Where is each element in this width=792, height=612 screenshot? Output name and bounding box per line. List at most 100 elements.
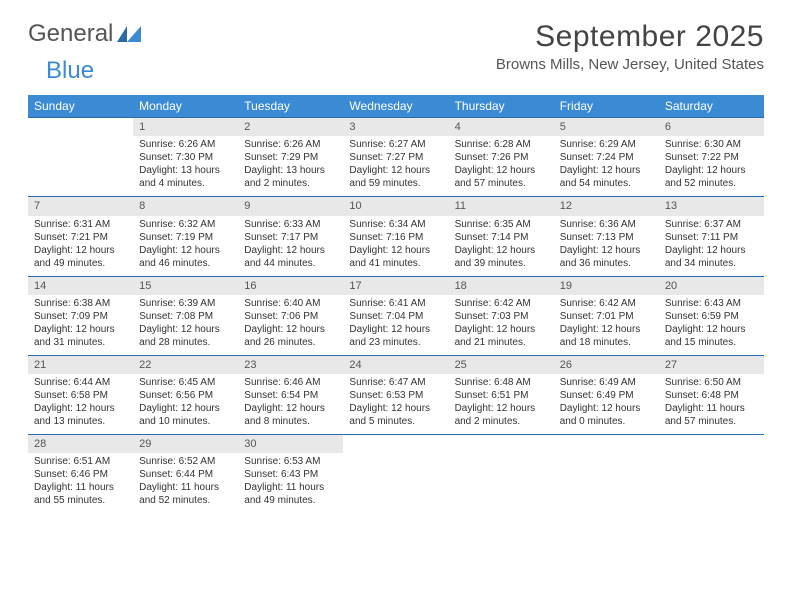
day-cell: 4Sunrise: 6:28 AMSunset: 7:26 PMDaylight… [449,118,554,197]
daylight-line: Daylight: 12 hours and 57 minutes. [455,164,548,190]
day-number: 21 [28,356,133,374]
daylight-line: Daylight: 13 hours and 4 minutes. [139,164,232,190]
day-cell: 5Sunrise: 6:29 AMSunset: 7:24 PMDaylight… [554,118,659,197]
day-content: Sunrise: 6:36 AMSunset: 7:13 PMDaylight:… [554,216,659,276]
sunset-line: Sunset: 6:43 PM [244,468,337,481]
day-header-cell: Wednesday [343,95,448,118]
day-number: 25 [449,356,554,374]
sunset-line: Sunset: 6:49 PM [560,389,653,402]
daylight-line: Daylight: 12 hours and 31 minutes. [34,323,127,349]
sunrise-line: Sunrise: 6:48 AM [455,376,548,389]
sunrise-line: Sunrise: 6:49 AM [560,376,653,389]
day-content: Sunrise: 6:34 AMSunset: 7:16 PMDaylight:… [343,216,448,276]
daylight-line: Daylight: 12 hours and 28 minutes. [139,323,232,349]
day-cell: 25 Sunrise: 6:48 AMSunset: 6:51 PMDayligh… [449,355,554,434]
sunset-line: Sunset: 7:24 PM [560,151,653,164]
day-cell: 11Sunrise: 6:35 AMSunset: 7:14 PMDayligh… [449,197,554,276]
day-number: 6 [659,118,764,136]
daylight-line: Daylight: 12 hours and 39 minutes. [455,244,548,270]
sunrise-line: Sunrise: 6:40 AM [244,297,337,310]
daylight-line: Daylight: 12 hours and 13 minutes. [34,402,127,428]
daylight-line: Daylight: 11 hours and 49 minutes. [244,481,337,507]
sunrise-line: Sunrise: 6:44 AM [34,376,127,389]
daylight-line: Daylight: 13 hours and 2 minutes. [244,164,337,190]
day-cell: .. [28,118,133,197]
day-number: 26 [554,356,659,374]
day-cell: 29Sunrise: 6:52 AMSunset: 6:44 PMDayligh… [133,435,238,514]
sunset-line: Sunset: 7:08 PM [139,310,232,323]
day-content: Sunrise: 6:51 AMSunset: 6:46 PMDaylight:… [28,453,133,513]
day-cell: 23Sunrise: 6:46 AMSunset: 6:54 PMDayligh… [238,355,343,434]
day-number: 29 [133,435,238,453]
day-content: Sunrise: 6:38 AMSunset: 7:09 PMDaylight:… [28,295,133,355]
day-number: 12 [554,197,659,215]
sunset-line: Sunset: 7:22 PM [665,151,758,164]
day-cell: 15Sunrise: 6:39 AMSunset: 7:08 PMDayligh… [133,276,238,355]
day-number: 16 [238,277,343,295]
daylight-line: Daylight: 11 hours and 57 minutes. [665,402,758,428]
daylight-line: Daylight: 12 hours and 15 minutes. [665,323,758,349]
day-cell: 27 Sunrise: 6:50 AMSunset: 6:48 PMDayligh… [659,355,764,434]
sunset-line: Sunset: 6:51 PM [455,389,548,402]
day-content: Sunrise: 6:49 AMSunset: 6:49 PMDaylight:… [554,374,659,434]
logo: General [28,20,143,48]
day-number: 27 [659,356,764,374]
sunrise-line: Sunrise: 6:50 AM [665,376,758,389]
daylight-line: Daylight: 12 hours and 18 minutes. [560,323,653,349]
daylight-line: Daylight: 12 hours and 5 minutes. [349,402,442,428]
sunset-line: Sunset: 7:21 PM [34,231,127,244]
day-cell: 26Sunrise: 6:49 AMSunset: 6:49 PMDayligh… [554,355,659,434]
sunrise-line: Sunrise: 6:30 AM [665,138,758,151]
day-content: Sunrise: 6:31 AMSunset: 7:21 PMDaylight:… [28,216,133,276]
sunrise-line: Sunrise: 6:36 AM [560,218,653,231]
day-number: 11 [449,197,554,215]
sunrise-line: Sunrise: 6:46 AM [244,376,337,389]
day-content: Sunrise: 6:32 AMSunset: 7:19 PMDaylight:… [133,216,238,276]
sunrise-line: Sunrise: 6:29 AM [560,138,653,151]
day-header-cell: Tuesday [238,95,343,118]
day-content: Sunrise: 6:26 AMSunset: 7:29 PMDaylight:… [238,136,343,196]
sunset-line: Sunset: 7:11 PM [665,231,758,244]
daylight-line: Daylight: 12 hours and 36 minutes. [560,244,653,270]
sunrise-line: Sunrise: 6:37 AM [665,218,758,231]
month-title: September 2025 [496,20,764,54]
sunset-line: Sunset: 7:29 PM [244,151,337,164]
location-text: Browns Mills, New Jersey, United States [496,56,764,73]
day-number: 24 [343,356,448,374]
sunset-line: Sunset: 6:48 PM [665,389,758,402]
day-cell: 6 Sunrise: 6:30 AMSunset: 7:22 PMDaylight… [659,118,764,197]
daylight-line: Daylight: 12 hours and 26 minutes. [244,323,337,349]
day-cell: .. [449,435,554,514]
daylight-line: Daylight: 12 hours and 34 minutes. [665,244,758,270]
day-header-cell: Monday [133,95,238,118]
day-content: Sunrise: 6:29 AMSunset: 7:24 PMDaylight:… [554,136,659,196]
day-content: Sunrise: 6:40 AMSunset: 7:06 PMDaylight:… [238,295,343,355]
day-header-cell: Saturday [659,95,764,118]
daylight-line: Daylight: 12 hours and 46 minutes. [139,244,232,270]
daylight-line: Daylight: 12 hours and 49 minutes. [34,244,127,270]
day-cell: 7Sunrise: 6:31 AMSunset: 7:21 PMDaylight… [28,197,133,276]
week-row: 7Sunrise: 6:31 AMSunset: 7:21 PMDaylight… [28,197,764,276]
sunset-line: Sunset: 6:56 PM [139,389,232,402]
sunrise-line: Sunrise: 6:41 AM [349,297,442,310]
day-content: Sunrise: 6:41 AMSunset: 7:04 PMDaylight:… [343,295,448,355]
day-number: 4 [449,118,554,136]
day-number: 8 [133,197,238,215]
day-number: 23 [238,356,343,374]
day-number: 3 [343,118,448,136]
day-cell: 12Sunrise: 6:36 AMSunset: 7:13 PMDayligh… [554,197,659,276]
day-cell: 1Sunrise: 6:26 AMSunset: 7:30 PMDaylight… [133,118,238,197]
day-number: 7 [28,197,133,215]
daylight-line: Daylight: 12 hours and 2 minutes. [455,402,548,428]
sunset-line: Sunset: 7:13 PM [560,231,653,244]
day-content: Sunrise: 6:45 AMSunset: 6:56 PMDaylight:… [133,374,238,434]
day-content: Sunrise: 6:43 AMSunset: 6:59 PMDaylight:… [659,295,764,355]
day-number: 9 [238,197,343,215]
day-cell: 19Sunrise: 6:42 AMSunset: 7:01 PMDayligh… [554,276,659,355]
sunset-line: Sunset: 7:14 PM [455,231,548,244]
sunset-line: Sunset: 7:03 PM [455,310,548,323]
day-cell: 20Sunrise: 6:43 AMSunset: 6:59 PMDayligh… [659,276,764,355]
daylight-line: Daylight: 12 hours and 52 minutes. [665,164,758,190]
sunrise-line: Sunrise: 6:52 AM [139,455,232,468]
day-number: 20 [659,277,764,295]
